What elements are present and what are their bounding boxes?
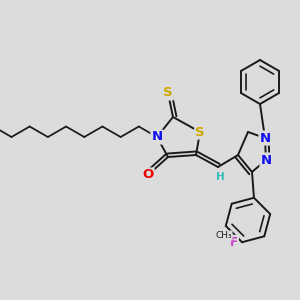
Text: H: H [216,172,224,182]
Text: S: S [163,86,173,100]
Text: N: N [260,154,272,166]
Text: S: S [195,125,205,139]
Text: N: N [260,131,271,145]
Text: O: O [142,169,154,182]
Text: CH₃: CH₃ [215,231,232,240]
Text: F: F [230,236,238,249]
Text: N: N [152,130,163,143]
